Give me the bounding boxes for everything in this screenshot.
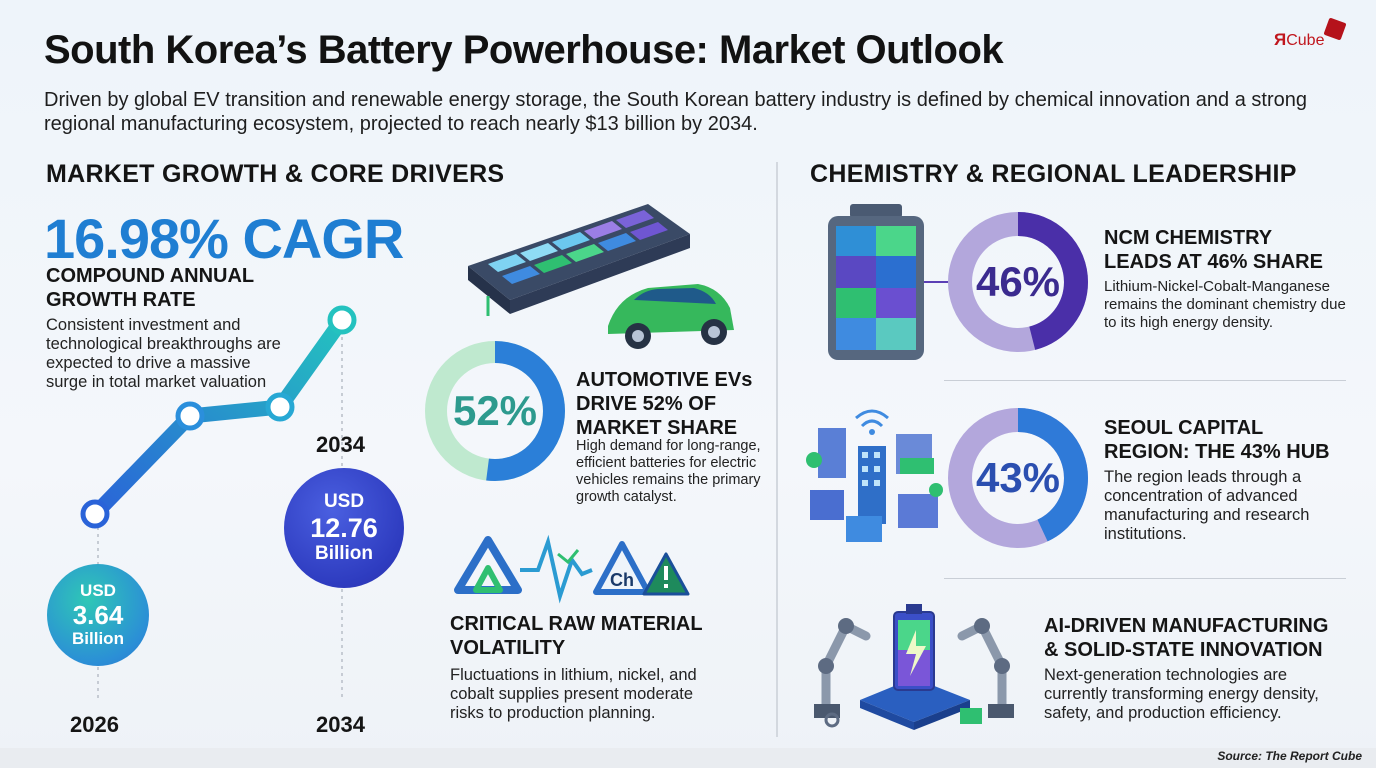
right-divider-1 <box>944 380 1346 381</box>
cagr-value: 16.98% CAGR <box>44 207 404 270</box>
section-heading-market-growth: MARKET GROWTH & CORE DRIVERS <box>46 160 505 188</box>
automotive-percent: 52% <box>452 387 538 434</box>
start-value: 3.64 <box>72 600 124 630</box>
end-currency: USD <box>323 491 365 512</box>
chemistry-symbol-text: Ch <box>610 570 634 590</box>
page-title: South Korea’s Battery Powerhouse: Market… <box>44 28 1004 72</box>
seoul-ring-svg <box>948 408 1088 548</box>
automotive-ring-arc <box>425 341 565 481</box>
section-heading-chemistry: CHEMISTRY & REGIONAL LEADERSHIP <box>810 160 1297 188</box>
logo-text: Cube <box>1286 32 1325 49</box>
cagr-label: COMPOUND ANNUAL GROWTH RATE <box>46 265 254 311</box>
page-subtitle: Driven by global EV transition and renew… <box>44 89 1307 135</box>
column-divider <box>776 162 778 737</box>
seoul-percent: 43% <box>975 454 1061 501</box>
city-buildings-icon <box>806 409 943 542</box>
ncm-ring-arc <box>948 212 1088 352</box>
robotic-arms-battery-icon <box>814 604 1014 730</box>
year-label-2034: 2034 <box>316 712 365 737</box>
materials-title: CRITICAL RAW MATERIAL VOLATILITY <box>450 613 703 659</box>
materials-description: Fluctuations in lithium, nickel, and cob… <box>450 666 697 722</box>
raw-material-icons: Ch <box>454 534 690 604</box>
start-currency: USD <box>80 581 116 600</box>
ai-description: Next-generation technologies are current… <box>1044 666 1319 722</box>
automotive-share-ring: 52% <box>424 340 566 482</box>
start-value-badge: USD 3.64 Billion <box>47 564 149 666</box>
end-value: 12.76 <box>310 513 378 543</box>
battery-pack-car-icon <box>468 204 734 349</box>
battery-cell-icon <box>828 204 950 360</box>
automotive-ring-svg <box>425 341 565 481</box>
source-credit: Source: The Report Cube <box>1217 749 1362 763</box>
logo-r-glyph: Я <box>1274 30 1287 49</box>
end-unit: Billion <box>314 543 374 564</box>
year-label-2034-top: 2034 <box>316 432 365 457</box>
cagr-description: Consistent investment and technological … <box>46 316 281 391</box>
ncm-percent: 46% <box>975 258 1061 305</box>
ncm-title: NCM CHEMISTRY LEADS AT 46% SHARE <box>1104 227 1323 273</box>
automotive-title: AUTOMOTIVE EVs DRIVE 52% OF MARKET SHARE <box>576 369 753 439</box>
seoul-ring-arc <box>948 408 1088 548</box>
ai-title: AI-DRIVEN MANUFACTURING & SOLID-STATE IN… <box>1044 615 1329 661</box>
ncm-description: Lithium-Nickel-Cobalt-Manganese remains … <box>1104 278 1346 331</box>
growth-trend-graphic <box>80 305 357 700</box>
seoul-share-ring: 43% <box>946 406 1090 550</box>
seoul-description: The region leads through a concentration… <box>1104 468 1310 543</box>
right-divider-2 <box>944 578 1346 579</box>
ncm-ring-svg <box>948 212 1088 352</box>
ncm-share-ring: 46% <box>946 210 1090 354</box>
seoul-title: SEOUL CAPITAL REGION: THE 43% HUB <box>1104 417 1330 463</box>
footer-bar <box>0 748 1376 768</box>
brand-logo: ЯCube <box>1274 17 1348 50</box>
automotive-description: High demand for long-range, efficient ba… <box>576 438 761 505</box>
start-unit: Billion <box>72 629 124 648</box>
cube-icon <box>1323 17 1348 41</box>
year-label-2026: 2026 <box>70 712 119 737</box>
end-value-badge: USD 12.76 Billion <box>284 468 404 588</box>
